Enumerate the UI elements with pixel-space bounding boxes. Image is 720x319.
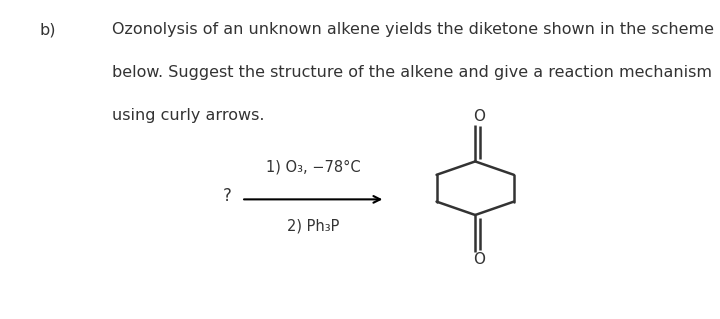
Text: 1) O₃, −78°C: 1) O₃, −78°C xyxy=(266,160,361,175)
Text: O: O xyxy=(473,109,485,124)
Text: Ozonolysis of an unknown alkene yields the diketone shown in the scheme: Ozonolysis of an unknown alkene yields t… xyxy=(112,22,714,37)
Text: O: O xyxy=(473,252,485,267)
Text: using curly arrows.: using curly arrows. xyxy=(112,108,264,123)
Text: ?: ? xyxy=(222,187,231,205)
Text: below. Suggest the structure of the alkene and give a reaction mechanism: below. Suggest the structure of the alke… xyxy=(112,65,711,80)
Text: 2) Ph₃P: 2) Ph₃P xyxy=(287,219,339,234)
Text: b): b) xyxy=(40,22,56,37)
